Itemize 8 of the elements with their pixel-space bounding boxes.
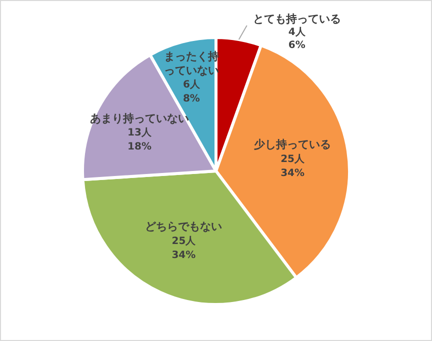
data-label: 25人 34%: [172, 234, 197, 261]
data-label: 4人 6%: [288, 26, 306, 52]
slice-label: 少し持っている: [253, 138, 332, 152]
slice-label: とても持っている: [252, 12, 341, 26]
slice-label: どちらでもない: [145, 220, 222, 234]
data-label: 6人 8%: [182, 78, 201, 105]
data-label: 25人 34%: [280, 152, 306, 179]
data-label: 13人 18%: [128, 126, 152, 153]
